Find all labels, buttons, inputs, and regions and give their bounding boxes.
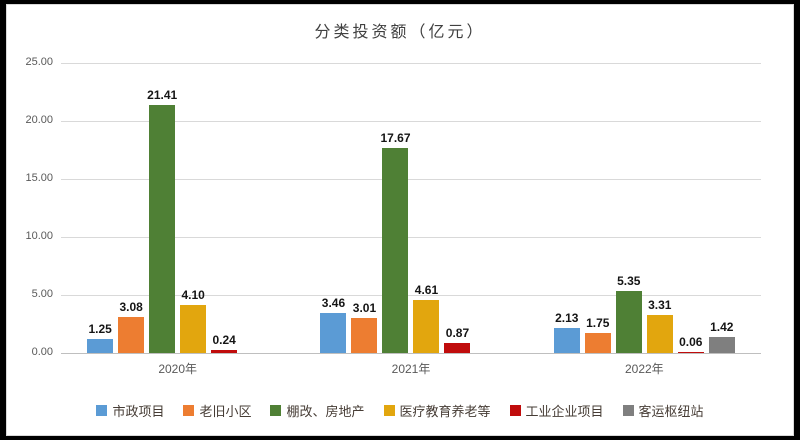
bar-rect [413, 299, 440, 353]
bar-value-label: 1.75 [586, 315, 610, 330]
legend-swatch-icon [270, 405, 282, 416]
legend: 市政项目 老旧小区 棚改、房地产 医疗教育养老等 工业企业项目 客运枢纽站 [7, 401, 793, 420]
bar-rect [444, 342, 471, 353]
bar-客运枢纽站-2022年: 1.42 [708, 319, 735, 353]
bar-value-label: 21.41 [147, 87, 178, 102]
bar-value-label: 4.61 [414, 282, 439, 297]
bar-value-label: 3.46 [321, 295, 346, 310]
bar-value-label: 5.35 [617, 273, 641, 288]
bar-value-label: 3.01 [352, 301, 377, 316]
bar-棚改、房地产-2021年: 17.67 [380, 131, 411, 353]
gridline [61, 121, 761, 122]
x-axis-label: 2021年 [391, 362, 431, 376]
gridline [61, 63, 761, 64]
legend-label: 客运枢纽站 [638, 404, 704, 419]
legend-swatch-icon [383, 405, 395, 416]
plot-area: 25.00 20.00 15.00 10.00 5.00 0.00 1.25 3.08 21.4… [25, 56, 761, 376]
bar-value-label: 3.08 [119, 300, 143, 315]
bar-rect [87, 338, 114, 353]
bar-rect [382, 148, 409, 353]
bar-医疗教育养老等-2022年: 3.31 [646, 297, 673, 353]
legend-swatch-icon [183, 405, 195, 416]
y-axis-tick-label: 5.00 [31, 288, 53, 300]
chart: 分类投资额（亿元） 25.00 20.00 15.00 10.00 5.00 0.00 1.… [6, 4, 794, 436]
bar-value-label: 1.25 [88, 321, 112, 336]
bar-rect [584, 332, 611, 353]
y-axis-tick-label: 0.00 [31, 346, 53, 358]
gridline [61, 237, 761, 238]
bar-group-2022年: 2.13 1.75 5.35 3.31 0.06 1.42 [528, 63, 761, 353]
bar-rect [646, 314, 673, 353]
legend-label: 棚改、房地产 [286, 404, 365, 419]
x-axis-line [61, 353, 761, 354]
legend-swatch-icon [96, 405, 108, 416]
bar-老旧小区-2021年: 3.01 [351, 301, 378, 353]
legend-item-老旧小区: 老旧小区 [183, 401, 251, 420]
bar-value-label: 0.06 [679, 335, 703, 349]
bar-group-2021年: 3.46 3.01 17.67 4.61 0.87 [294, 63, 527, 353]
bar-rect [351, 318, 378, 353]
x-axis-label: 2020年 [158, 362, 198, 376]
bar-rect [149, 104, 176, 353]
bar-工业企业项目-2022年: 0.06 [677, 335, 704, 353]
legend-label: 市政项目 [112, 404, 165, 419]
y-axis-tick-label: 25.00 [25, 56, 53, 68]
gridline [61, 179, 761, 180]
bar-group-2020年: 1.25 3.08 21.41 4.10 0.24 [61, 63, 294, 353]
legend-label: 医疗教育养老等 [399, 404, 491, 419]
legend-item-市政项目: 市政项目 [96, 401, 164, 420]
bar-value-label: 3.31 [648, 297, 672, 312]
gridline [61, 295, 761, 296]
legend-swatch-icon [622, 405, 634, 416]
bar-市政项目-2021年: 3.46 [320, 295, 347, 353]
legend-label: 工业企业项目 [525, 404, 604, 419]
bar-医疗教育养老等-2021年: 4.61 [413, 282, 440, 353]
bar-rect [553, 328, 580, 353]
bar-value-label: 4.10 [181, 288, 205, 303]
bar-棚改、房地产-2022年: 5.35 [615, 273, 642, 353]
legend-label: 老旧小区 [199, 404, 252, 419]
y-axis-tick-label: 20.00 [25, 114, 53, 126]
bar-工业企业项目-2020年: 0.24 [211, 333, 238, 353]
bar-老旧小区-2020年: 3.08 [118, 300, 145, 353]
bar-医疗教育养老等-2020年: 4.10 [180, 288, 207, 353]
bar-老旧小区-2022年: 1.75 [584, 315, 611, 353]
bar-rect [180, 305, 207, 353]
legend-swatch-icon [509, 405, 521, 416]
bar-棚改、房地产-2020年: 21.41 [147, 87, 178, 353]
chart-title: 分类投资额（亿元） [314, 24, 486, 41]
x-axis-label: 2022年 [624, 362, 664, 376]
bar-value-label: 0.24 [212, 333, 236, 348]
bar-工业企业项目-2021年: 0.87 [444, 325, 471, 353]
bar-rect [615, 290, 642, 353]
bar-value-label: 0.87 [445, 325, 470, 340]
bar-市政项目-2022年: 2.13 [553, 311, 580, 353]
bar-value-label: 1.42 [710, 319, 734, 334]
bar-市政项目-2020年: 1.25 [87, 321, 114, 353]
bar-rect [118, 317, 145, 353]
bar-rect [708, 336, 735, 353]
legend-item-工业企业项目: 工业企业项目 [509, 401, 604, 420]
bar-rect [677, 352, 704, 353]
y-axis-tick-label: 10.00 [25, 230, 53, 242]
legend-item-棚改、房地产: 棚改、房地产 [270, 401, 365, 420]
legend-item-客运枢纽站: 客运枢纽站 [622, 401, 704, 420]
bar-value-label: 17.67 [380, 131, 411, 145]
bar-value-label: 2.13 [555, 311, 579, 326]
y-axis-tick-label: 15.00 [25, 172, 53, 184]
legend-item-医疗教育养老等: 医疗教育养老等 [383, 401, 491, 420]
bar-rect [320, 312, 347, 353]
bar-rect [211, 350, 238, 353]
